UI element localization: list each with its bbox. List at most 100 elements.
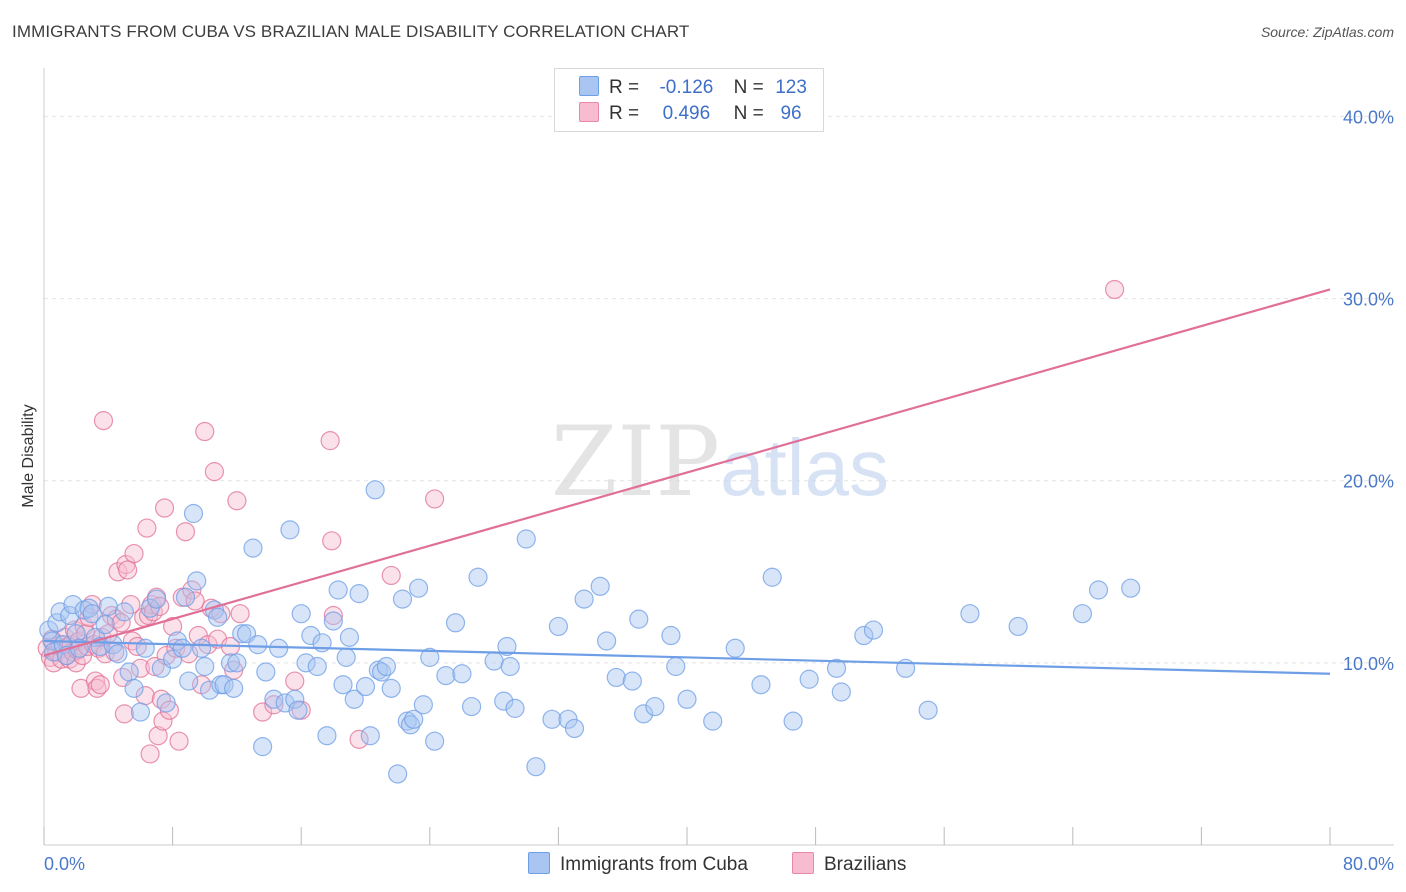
brazilians-point-61[interactable] — [154, 498, 175, 518]
cuba-point-95[interactable] — [500, 656, 520, 677]
brazilians-point-74[interactable] — [195, 421, 215, 442]
brazilians-point-37[interactable] — [108, 562, 128, 582]
cuba-point-67[interactable] — [336, 647, 356, 667]
cuba-point-46[interactable] — [232, 624, 252, 644]
cuba-point-127[interactable] — [1008, 616, 1028, 637]
cuba-point-122[interactable] — [854, 625, 874, 646]
cuba-point-77[interactable] — [381, 678, 401, 698]
cuba-point-125[interactable] — [918, 700, 938, 720]
cuba-point-29[interactable] — [163, 649, 183, 669]
cuba-point-106[interactable] — [606, 667, 626, 688]
cuba-point-79[interactable] — [392, 589, 413, 609]
cuba-point-84[interactable] — [413, 695, 433, 715]
cuba-point-123[interactable] — [863, 620, 884, 640]
cuba-point-81[interactable] — [400, 715, 421, 735]
cuba-point-97[interactable] — [516, 529, 536, 549]
cuba-point-20[interactable] — [114, 602, 134, 622]
cuba-point-121[interactable] — [831, 682, 851, 702]
brazilians-point-66[interactable] — [169, 731, 189, 751]
cuba-point-31[interactable] — [172, 638, 192, 658]
cuba-point-72[interactable] — [360, 726, 380, 746]
brazilians-point-45[interactable] — [124, 543, 144, 564]
cuba-point-108[interactable] — [629, 609, 649, 629]
cuba-point-8[interactable] — [63, 594, 83, 615]
cuba-point-52[interactable] — [264, 689, 284, 709]
brazilians-point-70[interactable] — [182, 580, 202, 600]
cuba-point-91[interactable] — [468, 567, 488, 587]
cuba-point-66[interactable] — [333, 675, 353, 695]
cuba-point-86[interactable] — [425, 731, 445, 751]
brazilians-point-47[interactable] — [130, 658, 151, 678]
cuba-point-58[interactable] — [291, 604, 311, 624]
brazilians-point-89[interactable] — [322, 531, 342, 551]
cuba-point-0[interactable] — [39, 620, 59, 640]
brazilians-point-27[interactable] — [87, 678, 107, 698]
brazilians-point-84[interactable] — [253, 702, 273, 722]
brazilians-point-38[interactable] — [111, 613, 131, 633]
brazilians-point-83[interactable] — [230, 604, 250, 624]
cuba-point-57[interactable] — [288, 700, 308, 720]
cuba-point-85[interactable] — [420, 647, 440, 667]
cuba-point-98[interactable] — [526, 757, 546, 777]
cuba-point-130[interactable] — [1121, 578, 1141, 598]
brazilians-point-52[interactable] — [140, 744, 160, 764]
cuba-point-89[interactable] — [452, 664, 472, 684]
cuba-point-92[interactable] — [484, 651, 504, 671]
cuba-point-90[interactable] — [461, 696, 482, 717]
cuba-point-43[interactable] — [220, 653, 241, 673]
cuba-point-110[interactable] — [645, 696, 665, 717]
cuba-point-109[interactable] — [633, 704, 654, 724]
cuba-point-22[interactable] — [124, 678, 144, 698]
cuba-point-107[interactable] — [622, 671, 642, 691]
cuba-point-23[interactable] — [130, 702, 151, 722]
cuba-point-118[interactable] — [783, 711, 803, 731]
cuba-point-68[interactable] — [339, 627, 360, 647]
cuba-point-13[interactable] — [82, 604, 102, 624]
cuba-point-117[interactable] — [762, 567, 782, 587]
brazilians-point-88[interactable] — [320, 431, 340, 451]
cuba-point-16[interactable] — [95, 615, 115, 635]
cuba-point-26[interactable] — [146, 589, 167, 609]
cuba-point-112[interactable] — [666, 656, 686, 677]
source-label[interactable]: Source: ZipAtlas.com — [1260, 24, 1394, 40]
brazilians-point-94[interactable] — [1104, 279, 1125, 300]
legend-item-cuba[interactable]: Immigrants from Cuba — [528, 852, 748, 876]
brazilians-point-62[interactable] — [156, 645, 176, 666]
cuba-point-128[interactable] — [1072, 604, 1093, 624]
brazilians-point-68[interactable] — [175, 522, 196, 542]
cuba-point-55[interactable] — [280, 520, 300, 540]
cuba-point-102[interactable] — [564, 718, 585, 739]
brazilians-point-50[interactable] — [137, 518, 157, 538]
cuba-point-40[interactable] — [208, 607, 228, 627]
cuba-point-50[interactable] — [253, 737, 273, 757]
cuba-point-96[interactable] — [505, 698, 525, 718]
cuba-point-44[interactable] — [224, 678, 244, 698]
cuba-point-71[interactable] — [355, 676, 376, 697]
brazilians-point-82[interactable] — [227, 491, 247, 511]
brazilians-point-46[interactable] — [127, 636, 147, 657]
cuba-point-21[interactable] — [119, 662, 139, 682]
cuba-point-65[interactable] — [328, 580, 348, 600]
cuba-point-87[interactable] — [436, 666, 456, 686]
cuba-point-119[interactable] — [799, 669, 819, 689]
cuba-point-99[interactable] — [542, 709, 562, 729]
cuba-point-37[interactable] — [195, 656, 215, 677]
brazilians-point-43[interactable] — [121, 594, 141, 615]
cuba-point-38[interactable] — [199, 680, 220, 700]
brazilians-point-71[interactable] — [185, 591, 205, 611]
brazilians-point-91[interactable] — [349, 729, 369, 749]
cuba-point-64[interactable] — [323, 611, 343, 631]
cuba-point-69[interactable] — [344, 689, 364, 709]
cuba-point-105[interactable] — [597, 631, 617, 651]
cuba-point-73[interactable] — [365, 480, 385, 500]
cuba-point-114[interactable] — [703, 711, 723, 731]
cuba-point-111[interactable] — [661, 625, 681, 646]
cuba-point-83[interactable] — [408, 578, 429, 598]
brazilians-point-93[interactable] — [425, 489, 445, 509]
cuba-point-93[interactable] — [494, 691, 514, 711]
cuba-point-32[interactable] — [175, 587, 196, 607]
cuba-point-70[interactable] — [349, 584, 369, 604]
cuba-point-129[interactable] — [1088, 580, 1109, 600]
brazilians-point-57[interactable] — [148, 726, 168, 746]
cuba-point-56[interactable] — [285, 689, 305, 709]
